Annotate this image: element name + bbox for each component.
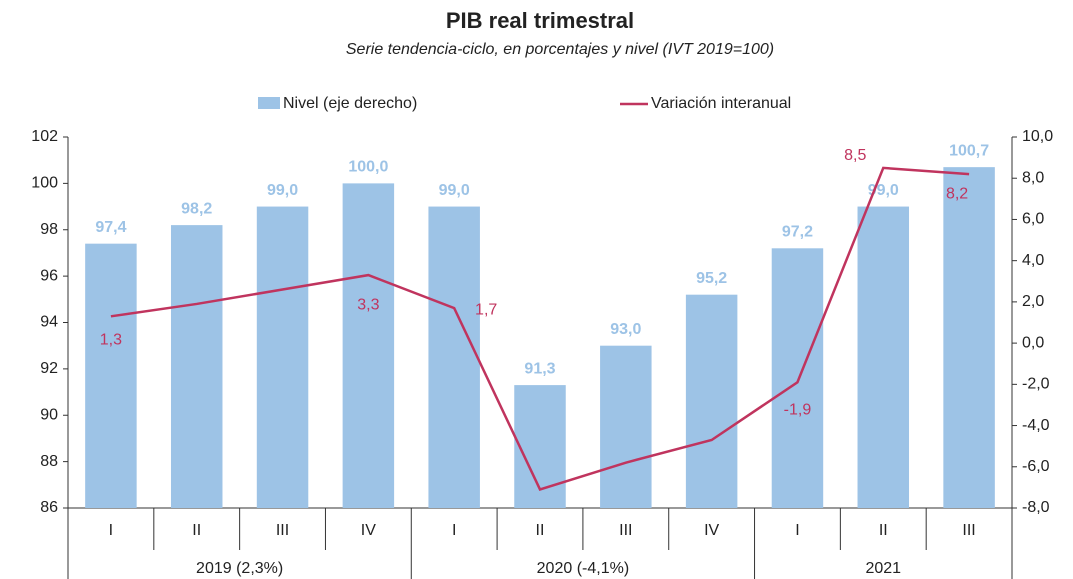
data-label: 100,7	[949, 142, 989, 159]
x-tick-label: II	[192, 522, 201, 539]
bar	[342, 183, 395, 508]
bar	[428, 206, 480, 508]
y-tick-label: 102	[31, 128, 58, 145]
x-tick-label: II	[879, 522, 888, 539]
x-tick-label: I	[452, 522, 456, 539]
data-label: 1,3	[100, 332, 122, 349]
data-label: 8,5	[844, 147, 866, 164]
bar	[943, 167, 995, 509]
y-tick-label: 88	[40, 453, 58, 470]
data-label: 91,3	[524, 360, 555, 377]
data-label: 99,0	[439, 182, 470, 199]
data-label: -1,9	[784, 401, 812, 418]
x-tick-label: I	[109, 522, 113, 539]
legend-label: Variación interanual	[651, 95, 791, 112]
y2-tick-label: -4,0	[1022, 417, 1050, 434]
y2-tick-label: -6,0	[1022, 458, 1050, 475]
x-tick-label: III	[276, 522, 289, 539]
x-tick-label: IV	[704, 522, 719, 539]
bar	[85, 243, 137, 508]
bar	[857, 206, 910, 508]
y2-tick-label: -2,0	[1022, 376, 1050, 393]
x-tick-label: III	[962, 522, 975, 539]
data-label: 8,2	[946, 185, 968, 202]
y-tick-label: 94	[40, 314, 58, 331]
y2-tick-label: 2,0	[1022, 293, 1044, 310]
data-label: 1,7	[475, 301, 497, 318]
bar	[685, 294, 738, 508]
y-tick-label: 92	[40, 360, 58, 377]
chart-title: PIB real trimestral	[446, 8, 634, 33]
data-label: 98,2	[181, 200, 212, 217]
x-tick-label: II	[536, 522, 545, 539]
x-tick-label: I	[795, 522, 799, 539]
group-label: 2020 (-4,1%)	[537, 560, 630, 577]
bar	[600, 345, 652, 508]
bar	[170, 225, 223, 509]
x-tick-label: IV	[361, 522, 376, 539]
group-label: 2021	[865, 560, 901, 577]
data-label: 100,0	[348, 159, 388, 176]
y-tick-label: 96	[40, 267, 58, 284]
group-label: 2019 (2,3%)	[196, 560, 283, 577]
y2-tick-label: 10,0	[1022, 128, 1053, 145]
y2-tick-label: 4,0	[1022, 252, 1044, 269]
data-label: 93,0	[610, 321, 641, 338]
bar	[771, 248, 824, 509]
line	[110, 166, 970, 491]
legend-label: Nivel (eje derecho)	[283, 95, 417, 112]
y-tick-label: 98	[40, 221, 58, 238]
data-label: 97,2	[782, 224, 813, 241]
y2-tick-label: 0,0	[1022, 334, 1044, 351]
y-tick-label: 86	[40, 499, 58, 516]
data-label: 95,2	[696, 270, 727, 287]
data-label: 97,4	[95, 219, 126, 236]
y2-tick-label: -8,0	[1022, 499, 1050, 516]
y-tick-label: 100	[31, 175, 58, 192]
y-tick-label: 90	[40, 406, 58, 423]
data-label: 99,0	[267, 182, 298, 199]
data-label: 3,3	[357, 296, 379, 313]
y2-tick-label: 8,0	[1022, 169, 1044, 186]
bar	[256, 206, 309, 508]
y2-tick-label: 6,0	[1022, 211, 1044, 228]
x-tick-label: III	[619, 522, 632, 539]
legend-swatch	[258, 97, 280, 109]
chart-subtitle: Serie tendencia-ciclo, en porcentajes y …	[346, 41, 774, 58]
